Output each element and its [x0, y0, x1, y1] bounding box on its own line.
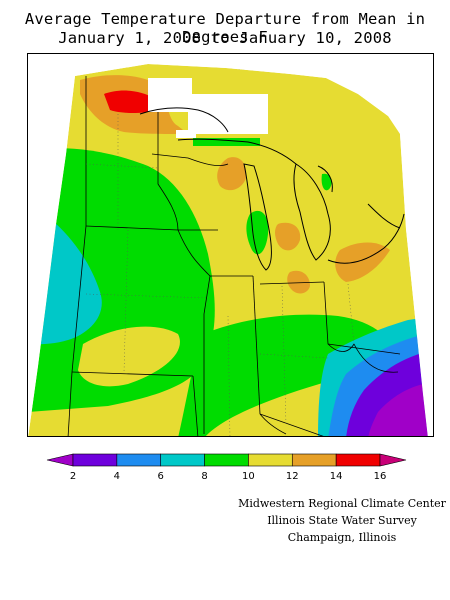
- legend-tick-label: 2: [70, 471, 76, 482]
- state-boundaries: [67, 76, 401, 436]
- great-lakes-outline: [139, 107, 405, 271]
- legend-swatch: [160, 453, 205, 467]
- county-lines: [85, 114, 355, 436]
- legend-tick-label: 6: [158, 471, 164, 482]
- legend-swatch: [116, 453, 162, 467]
- map-title: Average Temperature Departure from Mean …: [24, 10, 426, 46]
- credit-location: Champaign, Illinois: [287, 531, 397, 544]
- legend-tick-label: 14: [330, 471, 343, 482]
- legend-swatch: [204, 453, 249, 467]
- legend-arrow-low: [46, 453, 74, 467]
- color-scale-legend: 2 4 6 8 10 12 14 16: [46, 453, 407, 482]
- no-data-areas: [28, 54, 433, 436]
- credit-organization: Midwestern Regional Climate Center: [238, 497, 446, 510]
- legend-swatch: [72, 453, 118, 467]
- legend-swatch: [335, 453, 381, 467]
- legend-tick-label: 8: [201, 471, 207, 482]
- temperature-departure-map: [27, 53, 434, 437]
- credit-survey: Illinois State Water Survey: [267, 514, 417, 527]
- legend-tick-label: 4: [114, 471, 120, 482]
- map-date-range: January 1, 2008 to January 10, 2008: [58, 29, 392, 47]
- legend-swatch: [248, 453, 293, 467]
- legend-tick-label: 12: [286, 471, 299, 482]
- legend-tick-label: 10: [242, 471, 255, 482]
- legend-swatch: [291, 453, 337, 467]
- legend-tick-label: 16: [374, 471, 387, 482]
- legend-arrow-high: [379, 453, 407, 467]
